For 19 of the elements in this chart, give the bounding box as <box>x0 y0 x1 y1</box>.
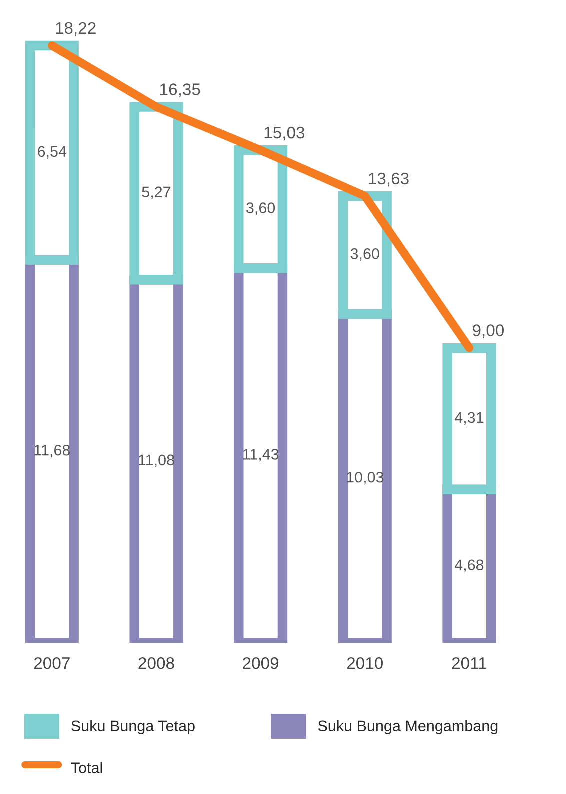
data-label: 3,60 <box>350 248 380 262</box>
data-label: 15,03 <box>264 126 305 141</box>
data-label: 9,00 <box>473 324 504 338</box>
data-label: 4,31 <box>454 412 484 425</box>
x-tick-label: 2010 <box>347 657 384 670</box>
x-tick-label: 2009 <box>243 657 279 670</box>
data-label: 16,35 <box>160 84 200 98</box>
x-tick-label: 2011 <box>452 657 487 670</box>
x-tick-label: 2008 <box>138 657 174 670</box>
x-tick-label: 2007 <box>34 657 70 670</box>
data-label: 13,63 <box>369 172 409 187</box>
legend-label: Total <box>71 762 102 774</box>
legend-label: Suku Bunga Mengambang <box>318 720 498 735</box>
data-label: 18,22 <box>56 22 96 36</box>
legend-label: Suku Bunga Tetap <box>72 720 195 735</box>
data-label: 5,27 <box>142 186 171 200</box>
data-label: 4,68 <box>454 560 484 572</box>
data-label: 6,54 <box>38 146 67 159</box>
data-label: 3,60 <box>246 202 276 216</box>
